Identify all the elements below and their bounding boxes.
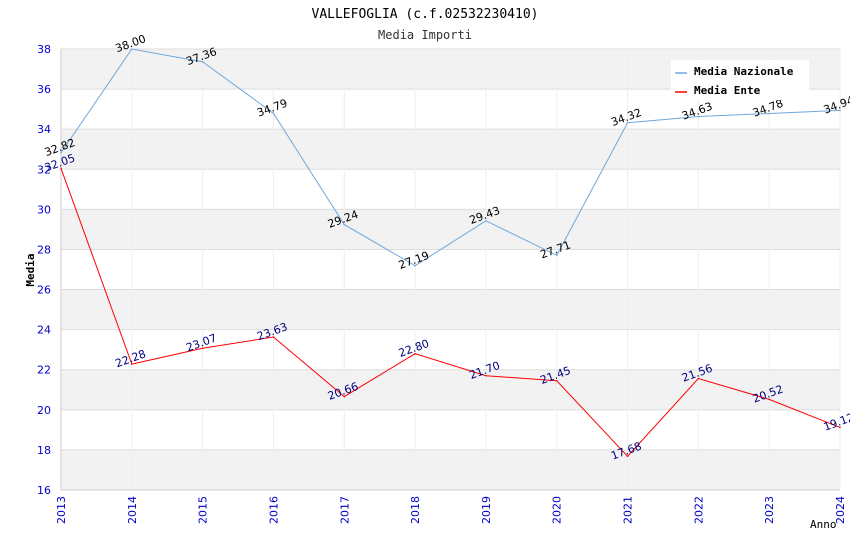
legend-label-media-nazionale: Media Nazionale xyxy=(694,65,794,78)
x-tick-label: 2021 xyxy=(622,496,635,524)
x-tick-label: 2019 xyxy=(480,496,493,524)
y-tick-label: 36 xyxy=(37,83,51,96)
data-point xyxy=(272,336,275,338)
data-point xyxy=(697,115,700,118)
data-point xyxy=(201,61,204,63)
data-point xyxy=(60,152,62,154)
data-point xyxy=(414,352,416,355)
data-point xyxy=(626,121,629,124)
data-point xyxy=(201,347,204,350)
y-tick-label: 30 xyxy=(37,203,51,216)
chart-title: VALLEFOGLIA (c.f.02532230410) xyxy=(312,7,539,22)
y-tick-labels: 16 18 20 22 24 26 28 30 32 34 36 38 xyxy=(37,43,51,497)
legend-label-media-ente: Media Ente xyxy=(694,84,761,97)
data-point xyxy=(60,167,62,170)
x-tick-label: 2023 xyxy=(763,496,776,524)
y-tick-label: 18 xyxy=(37,444,51,457)
x-tick-labels: 2013 2014 2015 2016 2017 2018 2019 2020 2021 2022… xyxy=(55,496,847,524)
data-point xyxy=(272,112,275,115)
data-point xyxy=(485,219,487,222)
data-point xyxy=(343,395,346,398)
plot-band xyxy=(61,129,840,170)
series-lines xyxy=(60,48,841,458)
data-point xyxy=(839,109,841,112)
data-point xyxy=(697,377,700,380)
x-tick-label: 2018 xyxy=(409,496,422,524)
gridlines xyxy=(60,48,841,491)
data-point xyxy=(626,455,629,458)
legend-box xyxy=(671,60,809,100)
x-tick-label: 2024 xyxy=(834,496,847,524)
y-axis-label: Media xyxy=(24,253,37,286)
plot-band xyxy=(61,289,840,330)
x-tick-label: 2016 xyxy=(267,496,280,524)
y-tick-label: 38 xyxy=(37,43,51,56)
series-line-media-ente xyxy=(60,168,841,458)
data-point xyxy=(131,48,133,50)
y-tick-label: 16 xyxy=(37,484,51,497)
data-point xyxy=(839,426,841,429)
data-point xyxy=(555,254,558,257)
x-tick-label: 2013 xyxy=(55,496,68,524)
y-tick-label: 20 xyxy=(37,404,51,417)
x-axis-label: Anno xyxy=(810,518,837,531)
series-line-media-nazionale xyxy=(60,48,841,267)
x-tick-label: 2020 xyxy=(551,496,564,524)
data-point xyxy=(343,223,346,226)
data-point xyxy=(131,363,133,365)
data-point xyxy=(555,379,558,382)
y-tick-label: 26 xyxy=(37,284,51,297)
y-tick-label: 24 xyxy=(37,324,51,337)
data-point xyxy=(414,264,416,267)
x-tick-label: 2017 xyxy=(338,496,351,524)
legend: Media Nazionale Media Ente xyxy=(671,60,809,100)
plot-area xyxy=(61,49,840,490)
x-tick-label: 2022 xyxy=(692,496,705,524)
y-tick-label: 34 xyxy=(37,123,51,136)
y-tick-label: 22 xyxy=(37,364,51,377)
y-tick-label: 28 xyxy=(37,243,51,256)
y-tick-label: 32 xyxy=(37,163,51,176)
data-point xyxy=(768,112,770,115)
chart-subtitle: Media Importi xyxy=(378,28,472,42)
x-tick-label: 2014 xyxy=(126,496,139,524)
plot-band xyxy=(61,449,840,490)
data-point xyxy=(768,398,770,401)
plot-band xyxy=(61,369,840,410)
x-tick-label: 2015 xyxy=(197,496,210,524)
data-point xyxy=(485,374,487,377)
